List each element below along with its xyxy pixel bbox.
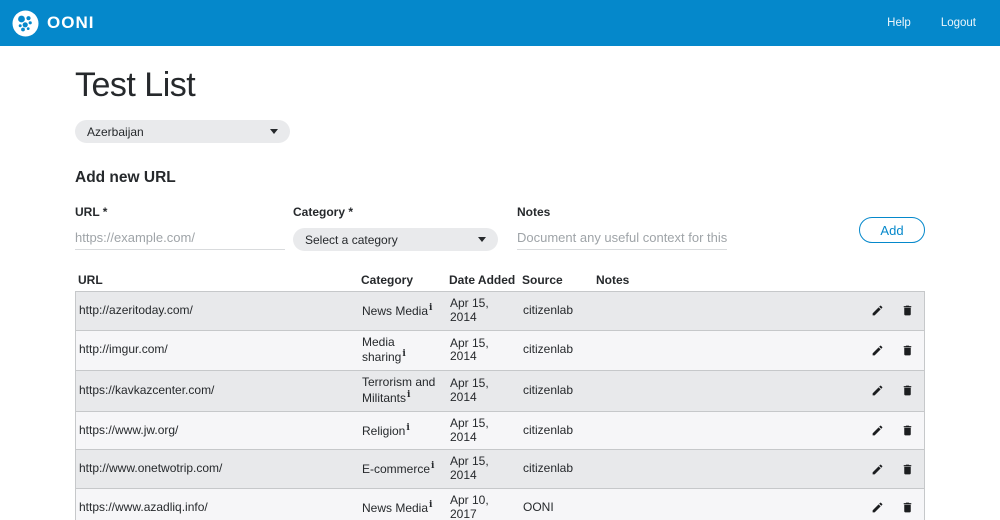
row-url: http://www.onetwotrip.com/ (79, 461, 223, 476)
row-source: citizenlab (523, 302, 574, 317)
row-actions (862, 496, 924, 519)
row-date-added: Apr 15, 2014 (450, 415, 489, 444)
edit-pencil-icon[interactable] (871, 463, 884, 476)
row-actions (862, 419, 924, 442)
country-select[interactable]: Azerbaijan (75, 120, 290, 143)
table-body: http://azeritoday.com/News Mediai Apr 15,… (75, 291, 925, 520)
delete-trash-icon[interactable] (901, 344, 914, 357)
brand[interactable]: OONI (12, 10, 94, 37)
category-info-icon[interactable]: i (406, 422, 410, 433)
row-source: citizenlab (523, 461, 574, 476)
category-select[interactable]: Select a category (293, 228, 498, 251)
row-notes (594, 464, 862, 474)
row-source: citizenlab (523, 422, 574, 437)
category-select-value: Select a category (305, 232, 398, 247)
table-row: https://www.azadliq.info/News Mediai Apr … (75, 487, 925, 520)
delete-trash-icon[interactable] (901, 463, 914, 476)
category-info-icon[interactable]: i (429, 499, 433, 510)
row-url: https://www.jw.org/ (79, 422, 179, 437)
col-header-notes: Notes (596, 273, 630, 287)
row-source: citizenlab (523, 342, 574, 357)
row-url: https://kavkazcenter.com/ (79, 383, 215, 398)
row-notes (594, 306, 862, 316)
url-table: URL Category Date Added Source Notes htt… (75, 273, 925, 520)
url-label: URL * (75, 205, 108, 219)
help-link[interactable]: Help (887, 17, 911, 29)
main-content: Test List Azerbaijan Add new URL URL * C… (0, 66, 1000, 520)
row-category: Media sharingi (362, 334, 406, 365)
row-category: Terrorism and Militantsi (362, 375, 436, 405)
row-notes (594, 426, 862, 436)
row-notes (594, 386, 862, 396)
top-navigation-bar: OONI Help Logout (0, 0, 1000, 46)
table-row: http://imgur.com/Media sharingi Apr 15, 2… (75, 329, 925, 372)
add-button[interactable]: Add (859, 217, 925, 243)
row-source: OONI (523, 499, 554, 514)
chevron-down-icon (270, 129, 278, 134)
row-date-added: Apr 10, 2017 (450, 492, 489, 520)
category-info-icon[interactable]: i (429, 302, 433, 313)
delete-trash-icon[interactable] (901, 501, 914, 514)
row-actions (862, 299, 924, 322)
url-input[interactable] (75, 228, 285, 250)
table-row: http://azeritoday.com/News Mediai Apr 15,… (75, 291, 925, 331)
row-notes (594, 503, 862, 513)
col-header-source: Source (522, 273, 563, 287)
add-url-heading: Add new URL (75, 169, 176, 186)
table-header-row: URL Category Date Added Source Notes (75, 273, 925, 292)
chevron-down-icon (478, 237, 486, 242)
category-info-icon[interactable]: i (402, 349, 406, 360)
notes-field-group: Notes (517, 205, 727, 250)
row-actions (862, 458, 924, 481)
row-date-added: Apr 15, 2014 (450, 296, 489, 324)
edit-pencil-icon[interactable] (871, 304, 884, 317)
row-url: http://imgur.com/ (79, 342, 168, 357)
col-header-url: URL (78, 273, 103, 287)
table-row: https://www.jw.org/Religioni Apr 15, 2014… (75, 410, 925, 451)
edit-pencil-icon[interactable] (871, 384, 884, 397)
row-category: E-commercei (362, 461, 435, 477)
row-notes (594, 345, 862, 355)
delete-trash-icon[interactable] (901, 384, 914, 397)
category-field-group: Category * Select a category (293, 205, 498, 251)
country-select-value: Azerbaijan (87, 124, 144, 139)
ooni-logo-icon (12, 10, 39, 36)
page-title: Test List (75, 66, 196, 104)
row-actions (862, 379, 924, 402)
row-date-added: Apr 15, 2014 (450, 376, 489, 404)
brand-name: OONI (47, 13, 95, 32)
col-header-category: Category (361, 273, 414, 287)
delete-trash-icon[interactable] (901, 304, 914, 317)
table-row: http://www.onetwotrip.com/E-commercei Apr… (75, 449, 925, 489)
row-date-added: Apr 15, 2014 (450, 454, 489, 483)
add-url-form: URL * Category * Select a category Notes… (75, 205, 925, 251)
row-category: News Mediai (362, 499, 433, 515)
top-links: Help Logout (887, 17, 976, 29)
url-field-group: URL * (75, 205, 285, 250)
row-category: Religioni (362, 422, 410, 438)
edit-pencil-icon[interactable] (871, 424, 884, 437)
row-url: https://www.azadliq.info/ (79, 499, 208, 514)
category-label: Category * (293, 205, 354, 219)
row-url: http://azeritoday.com/ (79, 302, 193, 317)
edit-pencil-icon[interactable] (871, 501, 884, 514)
delete-trash-icon[interactable] (901, 424, 914, 437)
notes-label: Notes (517, 205, 551, 219)
row-date-added: Apr 15, 2014 (450, 335, 489, 364)
row-source: citizenlab (523, 383, 574, 398)
category-info-icon[interactable]: i (431, 461, 435, 472)
category-info-icon[interactable]: i (407, 389, 411, 400)
row-actions (862, 339, 924, 362)
col-header-date: Date Added (449, 273, 516, 287)
notes-input[interactable] (517, 228, 727, 250)
edit-pencil-icon[interactable] (871, 344, 884, 357)
logout-link[interactable]: Logout (940, 17, 976, 29)
table-row: https://kavkazcenter.com/Terrorism and M… (75, 370, 925, 412)
row-category: News Mediai (362, 302, 433, 318)
